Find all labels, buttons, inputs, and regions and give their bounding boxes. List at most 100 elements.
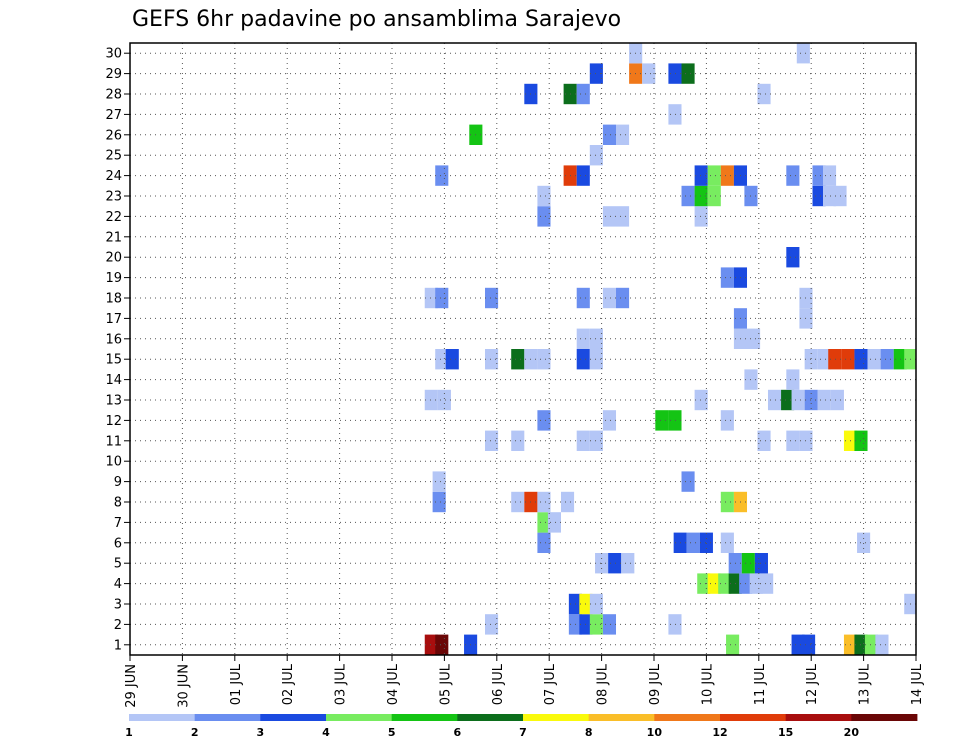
heatmap-cell-93 — [576, 328, 590, 349]
heatmap-cell-0 — [424, 634, 438, 655]
heatmap-cell-116 — [707, 185, 721, 207]
heatmap-cell-130 — [822, 165, 837, 186]
y-tick-label: 9 — [114, 475, 122, 490]
y-tick-label: 10 — [105, 455, 122, 470]
heatmap-cell-77 — [445, 349, 459, 370]
heatmap-cell-73 — [830, 389, 844, 411]
heatmap-cell-40 — [537, 512, 551, 533]
heatmap-cell-18 — [589, 593, 603, 615]
heatmap-cell-5 — [802, 634, 816, 655]
legend-label: 4 — [322, 726, 330, 739]
heatmap-cell-144 — [681, 63, 695, 84]
color-legend: 1 2 3 4 5 6 7 8 10 12 15 20 — [125, 714, 918, 739]
y-tick-label: 27 — [105, 108, 122, 123]
y-tick-label: 11 — [105, 434, 122, 449]
heatmap-cell-47 — [720, 491, 734, 513]
heatmap-cell-1 — [435, 634, 449, 655]
legend-label: 20 — [844, 726, 860, 739]
y-tick-label: 23 — [105, 190, 122, 205]
heatmap-cell-104 — [616, 287, 630, 309]
heatmap-cell-38 — [720, 532, 734, 553]
heatmap-cell-86 — [828, 349, 842, 370]
heatmap-cell-99 — [424, 287, 438, 309]
legend-label: 15 — [778, 726, 793, 739]
legend-swatch-9 — [720, 714, 787, 721]
x-tick-label: 30 JUN — [176, 664, 191, 708]
heatmap-cell-68 — [767, 389, 782, 411]
heatmap-cell-66 — [437, 389, 451, 411]
legend-swatch-11 — [851, 714, 918, 721]
heatmap-cell-123 — [576, 165, 590, 186]
heatmap-cell-85 — [817, 349, 831, 370]
y-tick-label: 12 — [105, 414, 122, 429]
heatmap-cell-29 — [608, 553, 622, 574]
heatmap-cell-52 — [511, 430, 525, 451]
heatmap-cell-134 — [616, 124, 630, 145]
y-tick-label: 14 — [105, 373, 122, 388]
x-tick-label: 14 JUL — [910, 663, 925, 705]
y-tick-label: 16 — [105, 332, 122, 347]
heatmap-cell-76 — [435, 349, 449, 370]
plot-frame — [129, 42, 917, 656]
heatmap-cell-135 — [668, 104, 682, 125]
heatmap-cell-69 — [781, 389, 795, 411]
heatmap-cell-114 — [681, 185, 695, 207]
y-axis: 1234567891011121314151617181920212223242… — [105, 47, 130, 653]
heatmap-cell-75 — [786, 369, 800, 390]
legend-label: 10 — [647, 726, 663, 739]
y-tick-label: 20 — [105, 251, 122, 266]
x-axis: 29 JUN 30 JUN 01 JUL 02 JUL 03 JUL 04 JUL 05 J… — [124, 655, 925, 708]
legend-swatch-2 — [260, 714, 327, 721]
heatmap-cell-37 — [699, 532, 713, 553]
x-tick-label: 02 JUL — [281, 663, 296, 705]
legend-swatch-3 — [326, 714, 393, 721]
legend-label: 8 — [585, 726, 593, 739]
heatmap-cell-71 — [804, 389, 818, 411]
heatmap-cell-51 — [485, 430, 499, 451]
heatmap-cell-96 — [747, 328, 761, 349]
y-tick-label: 17 — [105, 312, 122, 327]
heatmap-cell-3 — [726, 634, 740, 655]
heatmap-cell-78 — [485, 349, 499, 370]
heatmap-cell-54 — [589, 430, 603, 451]
heatmap-cells — [424, 43, 916, 655]
y-tick-label: 18 — [105, 292, 122, 307]
y-tick-label: 4 — [114, 577, 122, 592]
y-tick-label: 15 — [105, 353, 122, 368]
legend-swatch-7 — [588, 714, 655, 721]
heatmap-cell-143 — [668, 63, 682, 84]
y-tick-label: 5 — [114, 557, 122, 572]
heatmap-cell-61 — [602, 410, 617, 431]
heatmap-cell-79 — [511, 349, 525, 370]
y-tick-label: 22 — [105, 210, 122, 225]
heatmap-cell-34 — [537, 532, 551, 553]
chart-title: GEFS 6hr padavine po ansamblima Sarajevo — [132, 7, 621, 32]
heatmap-cell-39 — [857, 532, 871, 553]
heatmap-cell-118 — [812, 185, 826, 207]
heatmap-cell-103 — [602, 287, 617, 309]
x-tick-label: 10 JUL — [700, 663, 715, 705]
y-tick-label: 21 — [105, 230, 122, 245]
heatmap-cell-102 — [576, 287, 590, 309]
heatmap-cell-26 — [749, 573, 763, 594]
legend-swatch-1 — [194, 714, 261, 721]
legend-label: 1 — [125, 726, 133, 739]
heatmap-cell-140 — [589, 63, 603, 84]
heatmap-cell-108 — [786, 247, 800, 268]
heatmap-cell-101 — [485, 287, 499, 309]
y-tick-label: 29 — [105, 67, 122, 82]
x-tick-label: 01 JUL — [229, 663, 244, 705]
heatmap-cell-63 — [668, 410, 682, 431]
heatmap-cell-62 — [655, 410, 669, 431]
y-tick-label: 24 — [105, 169, 122, 184]
heatmap-cell-55 — [757, 430, 771, 451]
heatmap-cell-4 — [791, 634, 805, 655]
heatmap-cell-46 — [560, 491, 575, 513]
legend-label: 7 — [519, 726, 527, 739]
heatmap-cell-84 — [804, 349, 818, 370]
heatmap-cell-146 — [796, 43, 810, 64]
heatmap-cell-67 — [694, 389, 708, 411]
heatmap-cell-131 — [589, 145, 603, 166]
y-tick-label: 6 — [114, 536, 122, 551]
y-tick-label: 2 — [114, 618, 122, 633]
